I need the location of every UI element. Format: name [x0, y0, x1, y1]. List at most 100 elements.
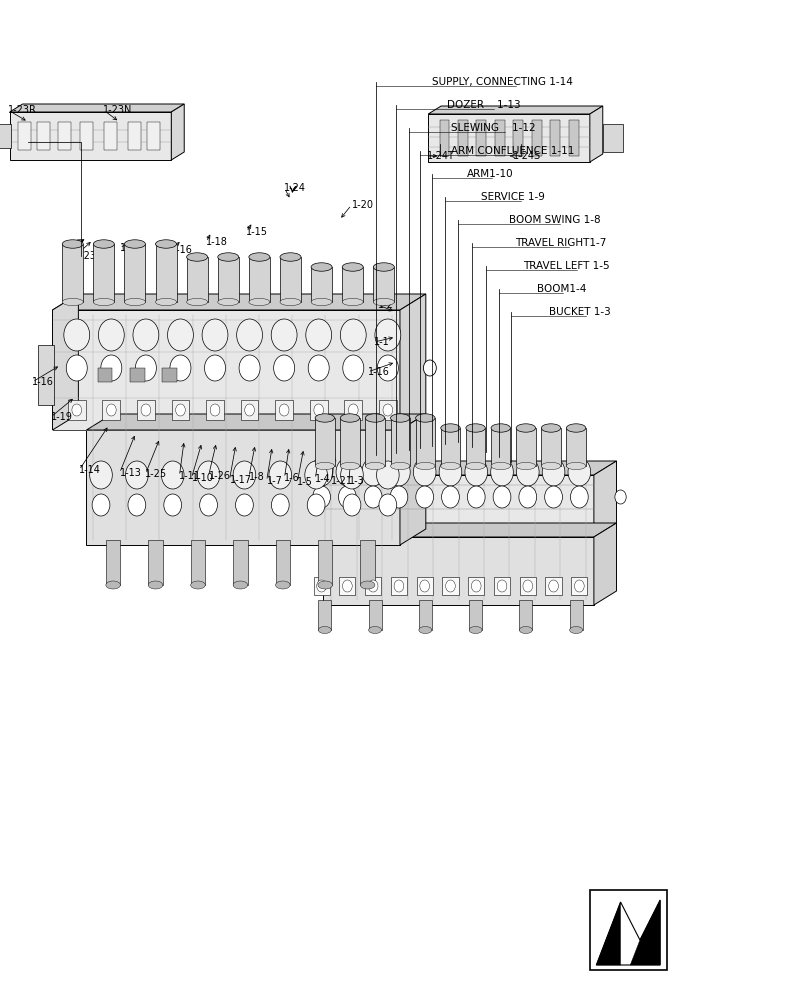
Bar	[491, 428, 511, 466]
Bar	[18, 122, 31, 150]
Ellipse shape	[106, 581, 120, 589]
Ellipse shape	[149, 581, 162, 589]
Ellipse shape	[516, 462, 536, 470]
Ellipse shape	[440, 424, 461, 432]
Text: 1-2: 1-2	[378, 300, 394, 310]
Polygon shape	[400, 294, 426, 430]
Ellipse shape	[124, 240, 145, 248]
Circle shape	[269, 461, 292, 489]
Circle shape	[545, 486, 562, 508]
Circle shape	[66, 355, 87, 381]
Text: 1-8: 1-8	[249, 472, 264, 482]
Bar	[276, 400, 293, 420]
Bar	[468, 577, 484, 595]
Ellipse shape	[187, 253, 208, 261]
Ellipse shape	[94, 240, 115, 248]
Bar	[155, 244, 176, 302]
Bar	[520, 577, 536, 595]
Ellipse shape	[249, 298, 270, 306]
Bar	[98, 368, 112, 382]
Polygon shape	[10, 112, 171, 160]
Circle shape	[200, 494, 217, 516]
Polygon shape	[400, 414, 426, 545]
Circle shape	[377, 355, 398, 381]
Text: 1-1: 1-1	[374, 337, 389, 347]
Ellipse shape	[466, 424, 486, 432]
Circle shape	[307, 494, 325, 516]
Bar	[162, 368, 177, 382]
Text: BUCKET 1-3: BUCKET 1-3	[549, 307, 611, 317]
Circle shape	[375, 319, 401, 351]
Text: DOZER    1-13: DOZER 1-13	[447, 100, 520, 110]
Bar	[124, 244, 145, 302]
Ellipse shape	[155, 298, 176, 306]
Ellipse shape	[340, 414, 360, 422]
Bar	[37, 122, 50, 150]
Polygon shape	[590, 106, 603, 162]
Circle shape	[343, 494, 361, 516]
Polygon shape	[86, 430, 400, 545]
Circle shape	[314, 404, 323, 416]
Circle shape	[305, 319, 331, 351]
Polygon shape	[53, 310, 400, 430]
Polygon shape	[428, 114, 590, 162]
Bar	[318, 540, 333, 585]
Bar	[130, 368, 145, 382]
Text: 1-5: 1-5	[297, 477, 314, 487]
Circle shape	[490, 458, 513, 486]
Bar	[516, 428, 536, 466]
Circle shape	[136, 355, 157, 381]
Circle shape	[128, 494, 145, 516]
Bar	[149, 540, 162, 585]
Circle shape	[236, 494, 254, 516]
Polygon shape	[171, 104, 184, 160]
Text: 1-4: 1-4	[315, 474, 330, 484]
Bar	[390, 418, 410, 466]
Circle shape	[141, 404, 151, 416]
Ellipse shape	[491, 424, 511, 432]
Ellipse shape	[365, 462, 385, 470]
Polygon shape	[323, 523, 617, 537]
Polygon shape	[596, 900, 660, 965]
Circle shape	[310, 458, 333, 486]
Text: 1-16: 1-16	[171, 245, 193, 255]
Bar	[569, 120, 579, 156]
Text: ARM1-10: ARM1-10	[467, 169, 514, 179]
Ellipse shape	[62, 298, 83, 306]
Circle shape	[439, 458, 462, 486]
Bar	[343, 267, 364, 302]
Ellipse shape	[373, 263, 394, 271]
Bar	[315, 418, 335, 466]
Bar	[104, 122, 117, 150]
Bar	[550, 120, 560, 156]
Circle shape	[210, 404, 220, 416]
Circle shape	[107, 404, 116, 416]
Circle shape	[237, 319, 263, 351]
Ellipse shape	[249, 253, 270, 261]
Circle shape	[239, 355, 260, 381]
Text: 1-26: 1-26	[208, 471, 230, 481]
Ellipse shape	[368, 626, 381, 634]
Ellipse shape	[94, 298, 115, 306]
Polygon shape	[86, 414, 426, 430]
Circle shape	[72, 404, 82, 416]
Circle shape	[414, 458, 436, 486]
Circle shape	[368, 580, 378, 592]
Text: 1-3: 1-3	[349, 476, 364, 486]
Bar	[217, 257, 239, 302]
Ellipse shape	[280, 298, 301, 306]
Polygon shape	[594, 523, 617, 605]
Circle shape	[377, 461, 399, 489]
Bar	[415, 418, 435, 466]
Circle shape	[317, 580, 326, 592]
Ellipse shape	[365, 414, 385, 422]
Circle shape	[497, 580, 507, 592]
Ellipse shape	[566, 424, 586, 432]
Circle shape	[542, 458, 565, 486]
Ellipse shape	[491, 462, 511, 470]
Circle shape	[568, 458, 591, 486]
Circle shape	[467, 486, 485, 508]
Circle shape	[125, 461, 148, 489]
Circle shape	[64, 319, 90, 351]
Bar	[311, 267, 332, 302]
